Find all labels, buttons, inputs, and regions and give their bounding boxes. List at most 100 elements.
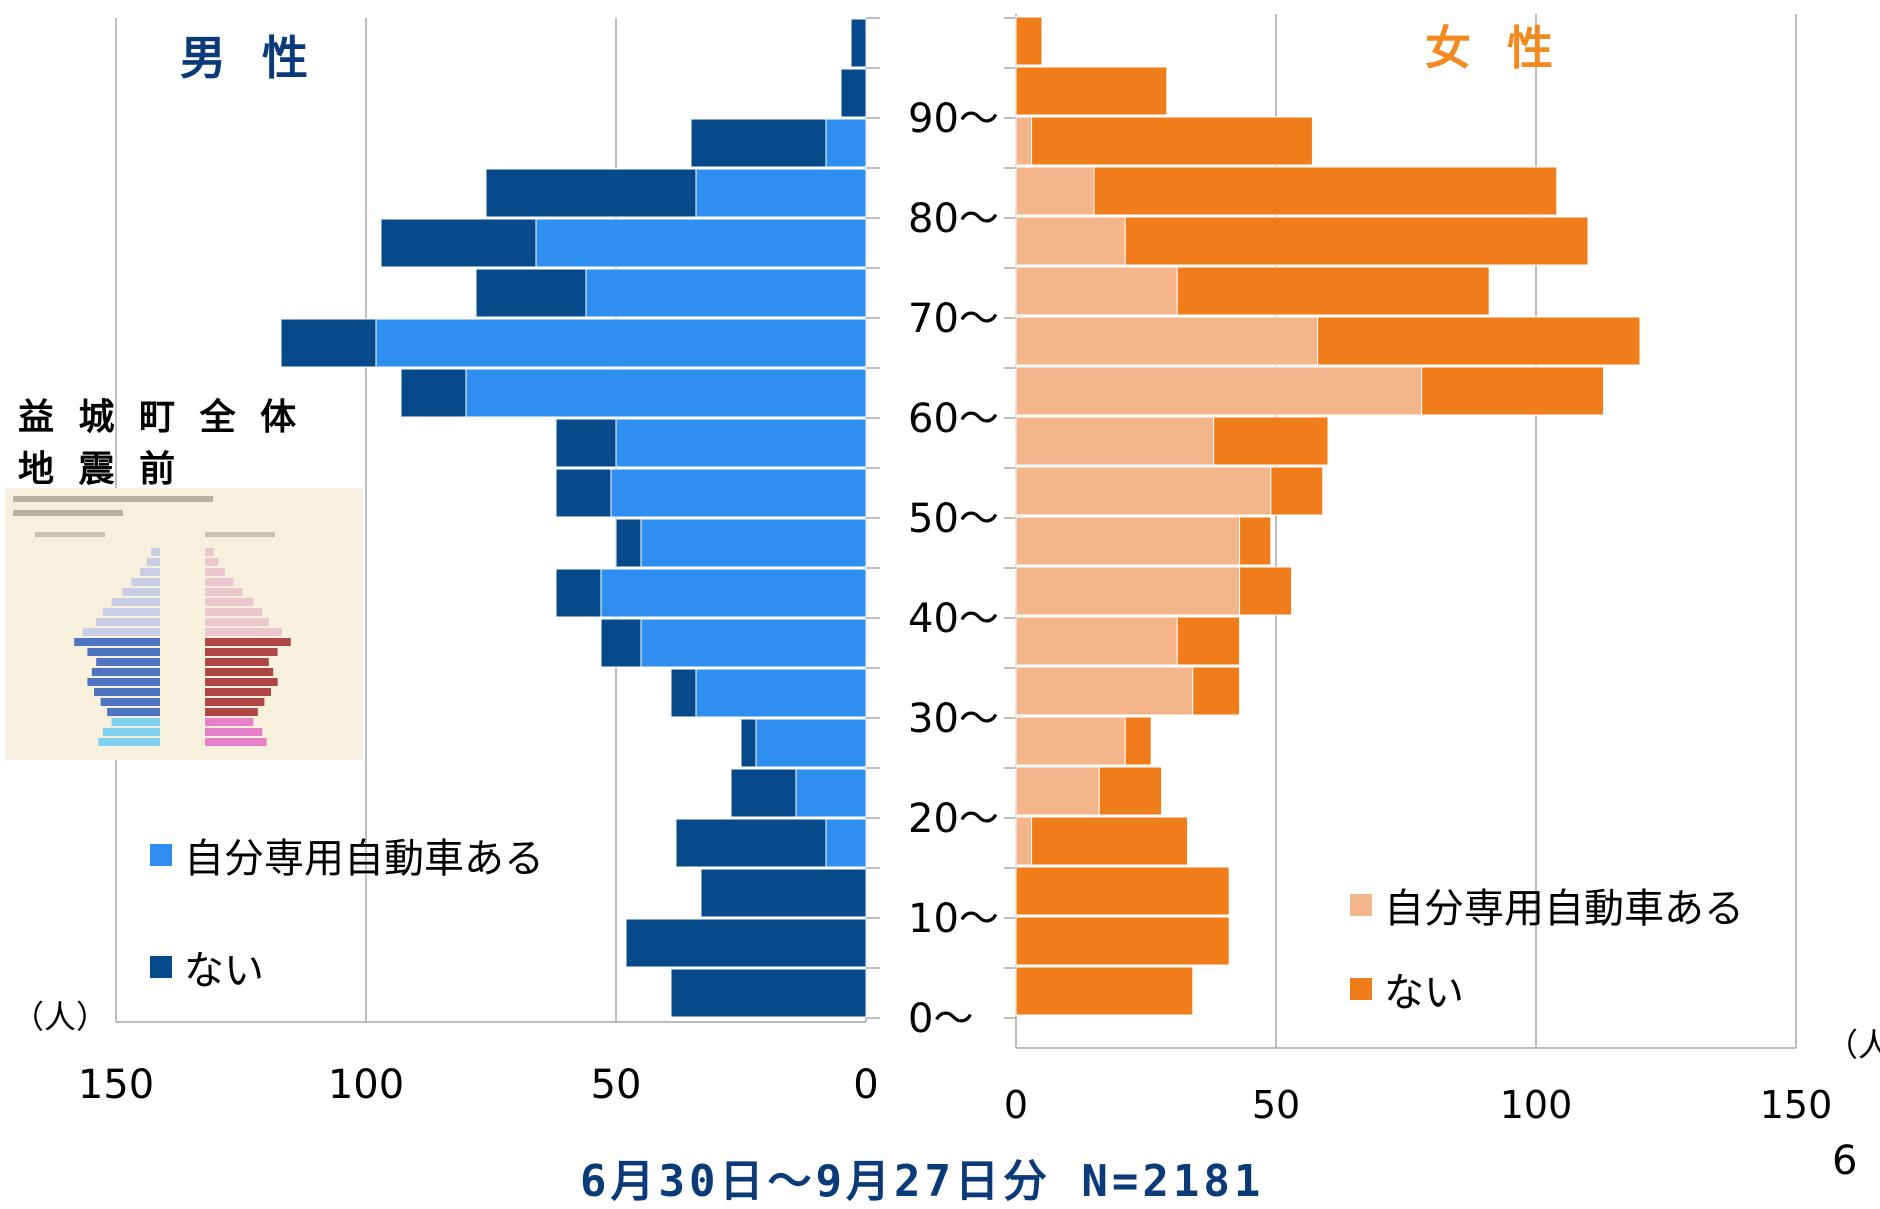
unit-left: （人） [12,998,109,1036]
inset-female-bar [205,578,234,586]
inset-female-bar [205,728,263,736]
inset-male-bar [107,708,160,716]
male-bar-has-car [585,268,867,318]
male-bar-no-car [625,918,867,968]
male-bar-has-car [825,818,867,868]
male-bar-no-car [730,768,797,818]
age-category-label: 80～ [908,196,999,242]
male-bar-has-car [695,168,867,218]
age-category-label: 0～ [908,996,973,1042]
male-bar-has-car [755,718,867,768]
legend-male-has: 自分専用自動車ある [150,826,544,884]
female-bar-no-car [1093,166,1558,216]
female-bar-no-car [1176,266,1490,316]
female-bar-no-car [1421,366,1605,416]
footer-caption: 6月30日～9月27日分 N=2181 [580,1156,1265,1207]
age-category-label: 90～ [908,96,999,142]
female-bar-no-car [1192,666,1241,716]
legend-label-female-has: 自分専用自動車ある [1384,886,1744,932]
male-title: 男 性 [180,31,319,85]
female-bar-has-car [1015,316,1319,366]
age-category-label: 60～ [908,396,999,442]
female-bar-no-car [1015,966,1194,1016]
unit-right: （人） [1826,1026,1880,1064]
age-category-label: 20～ [908,796,999,842]
inset-title-line1: 益 城 町 全 体 [18,397,303,438]
male-bar-no-car [555,568,602,618]
inset-caption-line [205,532,275,537]
female-bar-no-car [1213,416,1329,466]
inset-pyramid-image [13,496,291,746]
legend-swatch-female-no [1350,978,1372,1000]
inset-male-bar [94,688,160,696]
inset-female-bar [205,708,258,716]
female-bar-no-car [1015,16,1043,66]
male-bar-no-car [850,18,867,68]
age-category-label: 40～ [908,596,999,642]
female-bar-has-car [1015,366,1423,416]
age-category-label: 30～ [908,696,999,742]
inset-female-bar [205,588,243,596]
male-tick-label: 150 [78,1062,154,1108]
female-bar-has-car [1015,516,1241,566]
male-bar-no-car [670,968,867,1018]
inset-male-bar [96,618,160,626]
female-bar-has-car [1015,816,1033,866]
male-bar-no-car [475,268,587,318]
female-bar-no-car [1098,766,1163,816]
inset-caption-line [13,510,123,516]
inset-male-bar [83,628,160,636]
inset-male-bar [87,678,160,686]
male-bar-no-car [400,368,467,418]
male-tick-label: 100 [328,1062,404,1108]
inset-male-bar [96,658,160,666]
inset-male-bar [111,718,160,726]
female-bar-has-car [1015,216,1126,266]
female-bar-has-car [1015,266,1178,316]
male-bar-no-car [740,718,757,768]
female-bar-no-car [1317,316,1641,366]
male-bar-has-car [465,368,867,418]
female-bar-no-car [1031,816,1189,866]
inset-female-bar [205,718,254,726]
inset-female-bar [205,648,278,656]
female-tick-label: 100 [1500,1083,1573,1127]
age-category-label: 10～ [908,896,999,942]
inset-female-bar [205,628,282,636]
female-tick-label: 0 [1004,1083,1028,1127]
female-bar-no-car [1015,66,1168,116]
female-bar-has-car [1015,616,1178,666]
female-bar-no-car [1239,566,1293,616]
inset-female-bar [205,568,225,576]
age-category-label: 70～ [908,296,999,342]
inset-title-line2: 地 震 前 [18,449,182,490]
male-bar-has-car [610,468,867,518]
male-bar-no-car [670,668,697,718]
female-title: 女 性 [1425,21,1564,75]
legend-label-female-no: ない [1384,970,1464,1016]
female-bar-has-car [1015,716,1126,766]
male-bar-no-car [280,318,377,368]
legend-swatch-male-no [150,956,172,978]
female-bar-no-car [1176,616,1241,666]
male-bar-has-car [825,118,867,168]
inset-female-bar [205,598,254,606]
female-bar-has-car [1015,416,1215,466]
legend-swatch-female-has [1350,894,1372,916]
inset-female-bar [205,738,267,746]
male-bar-no-car [700,868,867,918]
inset-female-bar [205,698,265,706]
inset-male-bar [111,598,160,606]
inset-male-bar [74,638,160,646]
female-bar-no-car [1270,466,1324,516]
female-bar-no-car [1239,516,1272,566]
inset-male-bar [102,728,160,736]
male-bar-no-car [600,618,642,668]
male-bar-no-car [675,818,827,868]
inset-male-bar [98,738,160,746]
male-bar-no-car [380,218,537,268]
legend-male-no: ない [150,938,264,996]
inset-male-bar [102,608,160,616]
